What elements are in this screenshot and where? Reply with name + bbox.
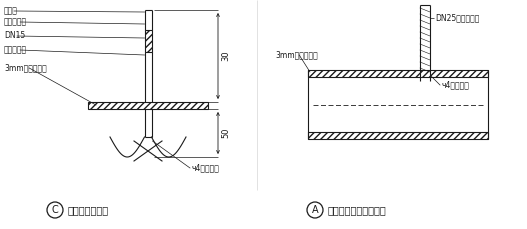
Bar: [308, 132, 488, 139]
Text: DN15: DN15: [4, 32, 25, 41]
Text: DN25热镇锌鈢管: DN25热镇锌鈢管: [435, 14, 480, 22]
Text: 增压管与风管连接详图: 增压管与风管连接详图: [328, 205, 387, 215]
Text: 50: 50: [221, 128, 230, 138]
Text: A: A: [311, 205, 318, 215]
Text: 设球阀: 设球阀: [4, 6, 18, 16]
Bar: [88, 102, 208, 109]
Text: 不用时关闭: 不用时关闭: [4, 17, 27, 27]
Text: 3mm厉风管鈢板: 3mm厉风管鈢板: [275, 51, 318, 60]
Text: 压差测量管详图: 压差测量管详图: [68, 205, 109, 215]
Text: C: C: [52, 205, 58, 215]
Text: ч4气密焊接: ч4气密焊接: [442, 81, 470, 90]
Text: 30: 30: [221, 51, 230, 61]
Text: 热镇锌铜管: 热镇锌铜管: [4, 46, 27, 55]
Text: ч4气密焊接: ч4气密焊接: [192, 164, 220, 172]
Bar: [308, 70, 488, 77]
Bar: [144, 30, 151, 52]
Text: 3mm厉风管鈢板: 3mm厉风管鈢板: [4, 63, 47, 73]
